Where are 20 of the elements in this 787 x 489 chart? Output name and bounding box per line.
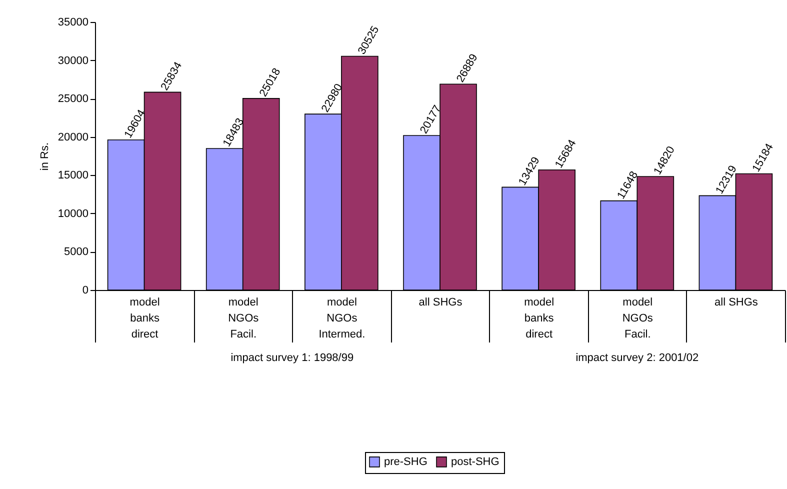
- x-tick-label: all SHGs: [714, 296, 758, 308]
- y-tick-label: 35000: [58, 16, 88, 28]
- x-tick-label: model banks direct: [524, 296, 554, 340]
- y-tick-label: 0: [82, 284, 88, 296]
- y-axis-title: in Rs.: [38, 142, 51, 171]
- legend-label: post-SHG: [451, 456, 500, 468]
- y-tick-label: 15000: [58, 170, 88, 182]
- y-tick-label: 25000: [58, 93, 88, 106]
- legend-label: pre-SHG: [384, 456, 428, 468]
- y-tick-label: 10000: [58, 208, 88, 220]
- text: impact survey 2: 2001/02: [576, 352, 699, 364]
- x-tick-label: model NGOs Facil.: [622, 296, 654, 340]
- x-tick-label: model NGOs Intermed.: [318, 296, 366, 340]
- y-tick-label: 20000: [58, 131, 88, 144]
- x-tick-label: model NGOs Facil.: [228, 296, 260, 340]
- y-tick-label: 5000: [64, 246, 88, 258]
- x-tick-label: all SHGs: [418, 296, 463, 308]
- y-tick-label: 30000: [58, 54, 88, 67]
- text: impact survey 1: 1998/99: [230, 352, 354, 364]
- x-tick-label: model banks direct: [130, 296, 160, 340]
